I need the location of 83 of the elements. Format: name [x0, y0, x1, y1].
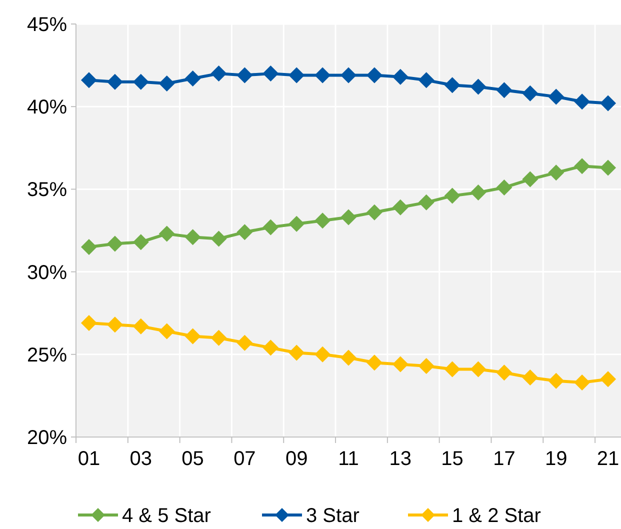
x-tick-label: 19 — [544, 448, 568, 470]
point — [314, 67, 331, 84]
point — [392, 356, 408, 372]
point — [444, 361, 460, 378]
y-tick-label: 45% — [26, 14, 68, 36]
point — [288, 344, 305, 361]
point — [132, 234, 149, 250]
point — [470, 78, 486, 95]
point — [574, 158, 590, 174]
point — [262, 66, 279, 82]
point — [106, 236, 123, 252]
point — [600, 371, 616, 388]
point — [158, 75, 175, 92]
point — [288, 67, 305, 84]
x-tick-label: 13 — [389, 448, 412, 470]
x-tick-label: 07 — [234, 448, 256, 470]
point — [418, 358, 434, 374]
point — [314, 212, 331, 229]
point — [80, 315, 97, 332]
y-tick-label: 40% — [26, 96, 68, 119]
point — [340, 350, 356, 366]
point — [236, 334, 253, 351]
y-tick-label: 35% — [26, 179, 68, 202]
point — [340, 67, 356, 84]
point — [444, 77, 460, 94]
point — [80, 239, 97, 256]
legend-label: 3 Star — [306, 505, 360, 527]
point — [184, 328, 201, 344]
point — [158, 323, 175, 340]
x-tick-label: 09 — [285, 448, 308, 470]
point — [574, 94, 590, 110]
point — [184, 229, 201, 246]
x-tick-label: 21 — [596, 448, 620, 470]
point — [288, 216, 305, 232]
point — [236, 67, 253, 84]
point — [548, 88, 564, 105]
point — [132, 74, 149, 90]
point — [418, 194, 434, 210]
point — [158, 226, 175, 242]
point — [210, 330, 227, 346]
point — [600, 95, 616, 112]
point — [392, 199, 408, 216]
x-tick-label: 17 — [493, 448, 516, 470]
point — [106, 316, 123, 333]
legend-label: 4 & 5 Star — [122, 505, 212, 527]
point — [444, 188, 460, 204]
point — [80, 72, 97, 88]
point — [548, 372, 564, 389]
point — [314, 346, 331, 362]
point — [470, 184, 486, 201]
point — [366, 67, 382, 84]
point — [340, 209, 356, 226]
point — [496, 180, 512, 196]
point — [574, 374, 590, 390]
point — [470, 361, 486, 378]
point — [366, 354, 382, 371]
y-tick-label: 25% — [26, 344, 68, 366]
point — [366, 204, 382, 220]
x-tick-label: 01 — [78, 448, 100, 470]
x-tick-label: 11 — [338, 448, 359, 470]
point — [106, 74, 123, 90]
y-tick-label: 30% — [26, 262, 68, 284]
x-tick-label: 05 — [182, 448, 204, 470]
point — [184, 70, 201, 87]
point — [522, 171, 538, 188]
y-tick-label: 20% — [26, 427, 68, 449]
x-tick-label: 03 — [130, 448, 152, 470]
point — [210, 66, 227, 82]
point — [496, 364, 512, 381]
point — [522, 370, 538, 386]
point — [262, 340, 279, 356]
legend-label: 1 & 2 Star — [452, 505, 542, 527]
point — [600, 160, 616, 176]
point — [418, 72, 434, 88]
point — [392, 68, 408, 85]
point — [522, 85, 538, 102]
point — [210, 230, 227, 247]
point — [236, 224, 253, 240]
x-tick-label: 15 — [441, 448, 464, 470]
point — [262, 219, 279, 236]
point — [548, 164, 564, 181]
point — [496, 82, 512, 98]
point — [132, 318, 149, 334]
